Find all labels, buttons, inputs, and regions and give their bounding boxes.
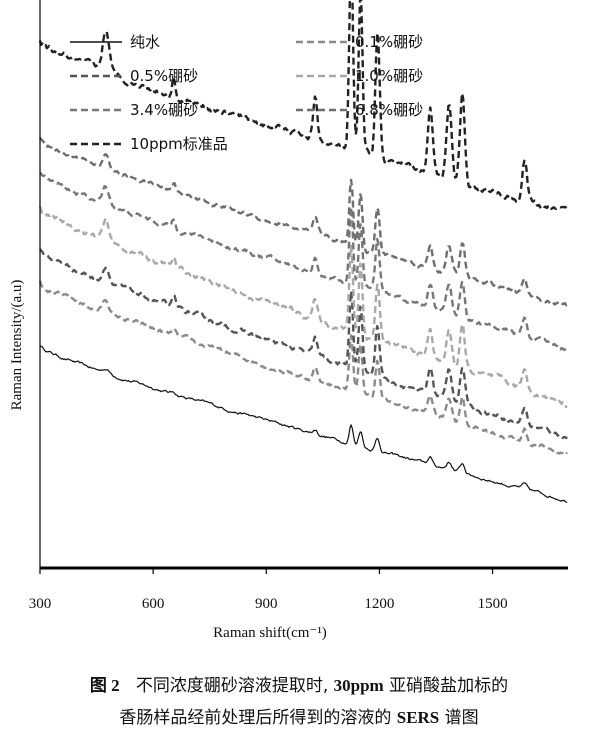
- x-tick-label-1: 600: [142, 596, 165, 612]
- legend: 纯水 0.1%硼砂 0.5%硼砂 1.0%硼砂 3.4%硼砂 6.8%硼砂 10ppm标准品: [70, 33, 423, 153]
- series-line-3: [38, 206, 568, 409]
- caption-text: 谱图: [444, 708, 479, 728]
- series-line-4: [39, 171, 568, 352]
- series-line-0: [39, 345, 568, 503]
- x-tick-label-3: 1200: [364, 596, 394, 612]
- x-tick-label-0: 300: [29, 596, 52, 612]
- figure-caption-line-2: 香肠样品经前处理后所得到的溶液的 SERS 谱图: [0, 703, 598, 728]
- caption-text: 香肠样品经前处理后所得到的溶液的: [119, 708, 392, 728]
- x-tick-label-2: 900: [255, 596, 278, 612]
- caption-text: 不同浓度硼砂溶液提取时,: [135, 676, 329, 696]
- x-tick-label-4: 1500: [478, 596, 508, 612]
- series-line-1: [38, 280, 569, 456]
- legend-label-5: 6.8%硼砂: [355, 101, 423, 119]
- legend-label-4: 3.4%硼砂: [130, 101, 198, 119]
- legend-label-3: 1.0%硼砂: [355, 67, 423, 85]
- plot-lines: [38, 0, 569, 503]
- legend-label-1: 0.1%硼砂: [355, 33, 423, 51]
- series-line-5: [38, 136, 568, 307]
- caption-text: 亚硝酸盐加标的: [389, 676, 509, 696]
- series-line-2: [39, 248, 568, 440]
- legend-label-0: 纯水: [130, 33, 160, 51]
- figure-label: 图 2: [89, 676, 120, 695]
- axes: 300 600 900 1200 1500: [29, 0, 568, 612]
- figure-caption-line-1: 图 2 不同浓度硼砂溶液提取时, 30ppm 亚硝酸盐加标的: [0, 671, 598, 696]
- caption-number: 30ppm: [333, 676, 384, 695]
- x-axis-label: Raman shift(cm⁻¹): [213, 625, 327, 641]
- caption-number: SERS: [396, 708, 440, 727]
- legend-label-6: 10ppm标准品: [130, 135, 228, 153]
- legend-label-2: 0.5%硼砂: [130, 67, 198, 85]
- series-line-6: [38, 0, 568, 211]
- y-axis-label: Raman Intensity/(a.u): [9, 280, 25, 411]
- raman-spectra-chart: 纯水 0.1%硼砂 0.5%硼砂 1.0%硼砂 3.4%硼砂 6.8%硼砂 10ppm标准品…: [9, 0, 569, 641]
